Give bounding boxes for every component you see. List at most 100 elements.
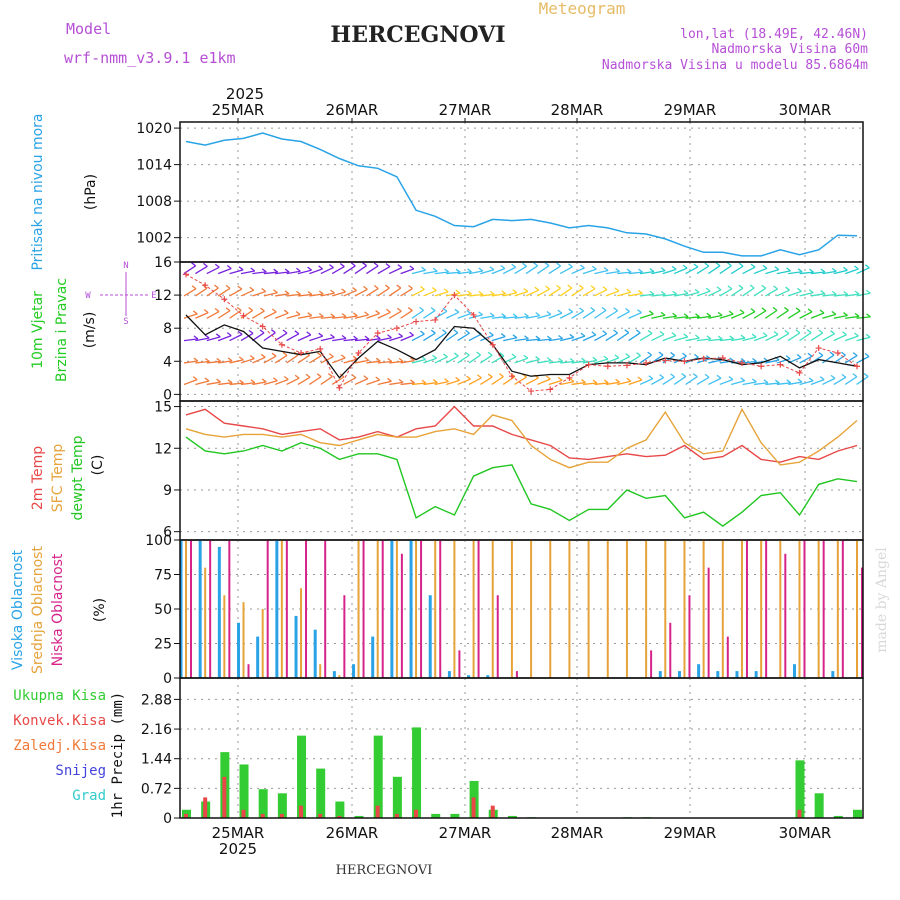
wind-arrow-head bbox=[284, 268, 290, 273]
wind-arrow bbox=[708, 359, 723, 364]
wind-arrow bbox=[240, 332, 254, 342]
wind-arrow bbox=[776, 309, 789, 319]
wind-arrow bbox=[297, 293, 312, 297]
wind-arrow-head bbox=[818, 351, 824, 357]
wind-arrow-head bbox=[648, 310, 654, 315]
wind-arrow bbox=[457, 293, 472, 297]
wind-arrow bbox=[502, 376, 516, 385]
model-name: wrf-nmm_v3.9.1 e1km bbox=[64, 49, 236, 67]
wind-arrow bbox=[765, 309, 778, 319]
clouds-ytick-label-0: 0 bbox=[163, 671, 172, 687]
wind-arrow bbox=[696, 290, 711, 297]
wind-arrow-head bbox=[830, 374, 836, 379]
wind-arrow bbox=[400, 359, 415, 364]
wind-arrow-head bbox=[558, 334, 564, 339]
wind-arrow-head bbox=[444, 378, 449, 383]
wind-arrow bbox=[753, 310, 767, 319]
wind-arrow bbox=[400, 287, 413, 297]
wind-arrow-head bbox=[772, 306, 778, 311]
wind-arrow bbox=[719, 288, 733, 297]
wind-arrow-head bbox=[602, 330, 608, 335]
cloud-axis-label: Visoka Oblacnost Srednja Oblacnost Niska… bbox=[10, 546, 108, 674]
wind-gust-point bbox=[278, 341, 285, 348]
wind-arrow-head bbox=[419, 330, 425, 335]
wind-arrow bbox=[673, 376, 687, 385]
wind-arrow bbox=[810, 312, 825, 319]
wind-arrow bbox=[343, 289, 357, 297]
wind-arrow bbox=[571, 267, 585, 275]
precip-conv-bar bbox=[490, 805, 495, 818]
wind-arrow bbox=[457, 332, 470, 342]
wind-arrow bbox=[217, 310, 231, 319]
wind-arrow bbox=[434, 271, 449, 275]
cloud-unit: (%) bbox=[92, 598, 108, 622]
wind-arrow bbox=[674, 292, 689, 297]
wind-arrow bbox=[309, 335, 323, 342]
wind-arrow-head bbox=[808, 377, 814, 382]
wind-arrow bbox=[719, 313, 734, 319]
wind-gust-point bbox=[796, 369, 803, 376]
wind-arrow-head bbox=[785, 286, 790, 291]
wind-arrow bbox=[332, 291, 346, 297]
wind-arrow-head bbox=[261, 378, 267, 383]
wind-arrow-head bbox=[809, 268, 814, 273]
precip-conv-bar bbox=[414, 809, 419, 818]
wind-arrow bbox=[730, 265, 744, 275]
wind-arrow-head bbox=[398, 333, 403, 338]
wind-arrow bbox=[366, 287, 379, 297]
wind-arrow bbox=[263, 292, 278, 297]
wind-arrow bbox=[377, 287, 390, 297]
wind-arrow bbox=[411, 333, 425, 342]
wind-arrow bbox=[275, 271, 290, 275]
wind-arrow-head bbox=[204, 357, 210, 363]
wind-arrow-head bbox=[797, 268, 803, 273]
precip-legend: Ukupna Kisa Konvek.Kisa Zaledj.Kisa Snij… bbox=[13, 688, 126, 818]
wind-arrow bbox=[845, 293, 860, 297]
wind-arrow-head bbox=[512, 334, 518, 339]
legend-total-rain: Ukupna Kisa bbox=[13, 688, 106, 704]
wind-arrow bbox=[765, 359, 780, 364]
wind-arrow-head bbox=[386, 308, 391, 313]
wind-arrow bbox=[218, 360, 233, 364]
wind-gust-point bbox=[221, 296, 228, 303]
wind-arrow-head bbox=[442, 307, 448, 312]
wind-arrow-head bbox=[568, 308, 574, 313]
wind-arrow-head bbox=[467, 268, 472, 273]
wind-arrow bbox=[537, 265, 550, 275]
wind-arrow-head bbox=[352, 355, 358, 360]
wind-arrow bbox=[503, 292, 517, 297]
wind-gust-point bbox=[317, 345, 324, 352]
pressure-axis-label: Pritisak na nivou mora (hPa) bbox=[30, 113, 99, 270]
precip-total-bar bbox=[412, 727, 422, 818]
wind-arrow-head bbox=[568, 263, 573, 268]
wind-arrow-head bbox=[465, 329, 470, 334]
wind-arrow bbox=[696, 338, 711, 342]
wind-arrow bbox=[309, 355, 322, 364]
wind-gust-point bbox=[815, 345, 822, 352]
wind-arrow bbox=[639, 293, 654, 297]
wind-arrow bbox=[286, 270, 301, 275]
wind-arrow bbox=[571, 360, 586, 364]
wind-arrow bbox=[537, 360, 552, 364]
wind-arrow-head bbox=[762, 332, 768, 337]
wind-arrow-head bbox=[749, 284, 755, 289]
wind-arrow bbox=[445, 332, 459, 342]
compass-w: W bbox=[85, 291, 91, 301]
wind-arrow bbox=[377, 337, 392, 342]
wind-arrow bbox=[366, 312, 380, 319]
wind-arrow bbox=[229, 309, 242, 319]
wind-arrow bbox=[799, 271, 814, 275]
wind-arrow bbox=[252, 332, 265, 342]
wind-arrow bbox=[673, 355, 687, 364]
precip-conv-bar bbox=[299, 805, 304, 818]
wind-arrow bbox=[639, 313, 654, 319]
wind-arrow-head bbox=[387, 334, 392, 339]
wind-arrow-head bbox=[715, 262, 721, 267]
precip-panel: 0 0.72 1.44 2.16 2.88 bbox=[141, 677, 864, 827]
wind-arrow bbox=[765, 382, 780, 386]
wind-arrow bbox=[400, 334, 414, 342]
wind-arrow bbox=[263, 380, 278, 386]
wind-arrow-head bbox=[728, 375, 734, 381]
wind-arrow bbox=[480, 293, 495, 297]
wind-arrow bbox=[468, 314, 483, 319]
